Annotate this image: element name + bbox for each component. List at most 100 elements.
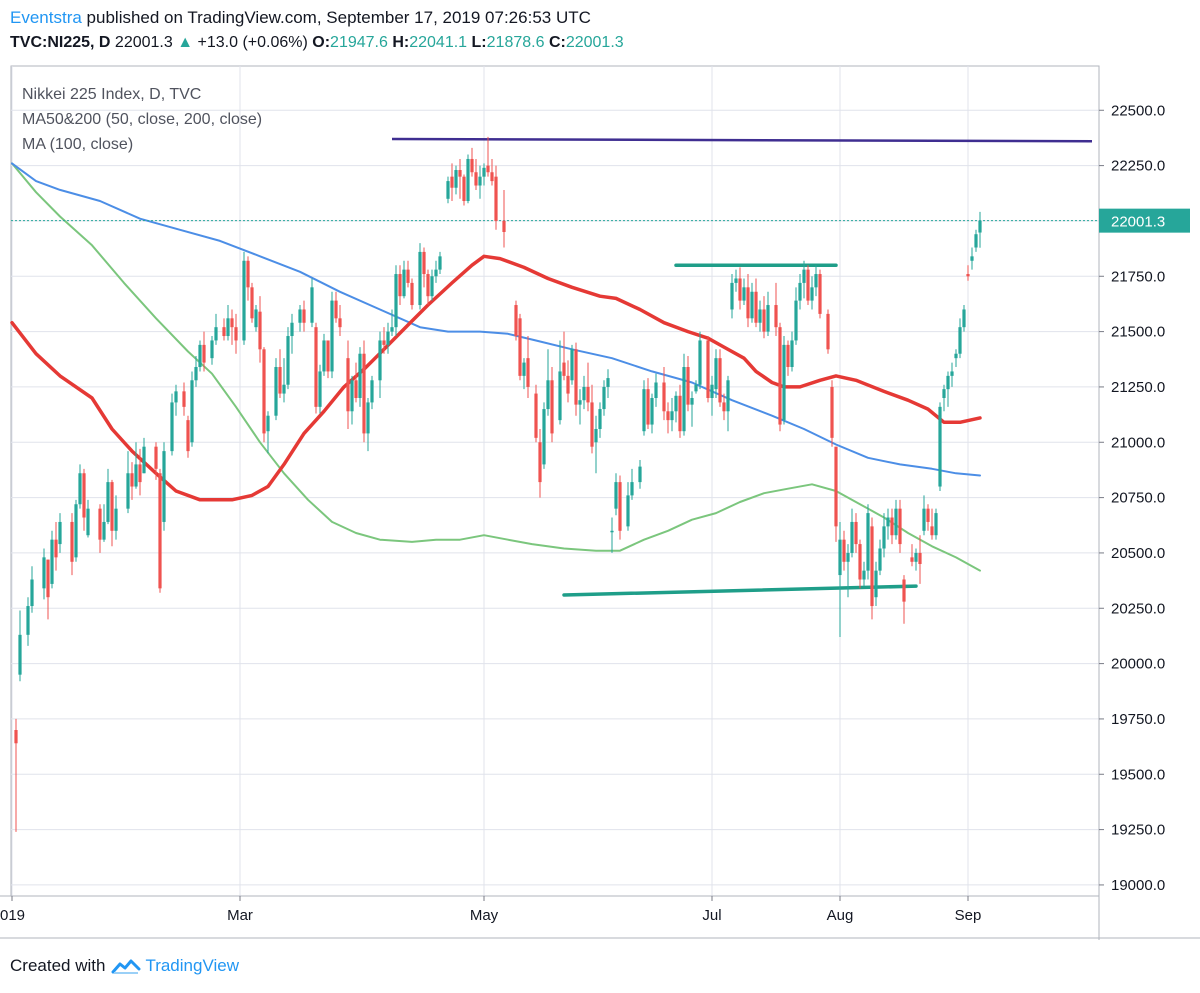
candle-body — [406, 269, 410, 283]
candle — [838, 521, 842, 638]
candle-body — [714, 358, 718, 390]
candle — [626, 482, 630, 531]
candle-body — [114, 508, 118, 531]
candle-body — [478, 176, 482, 186]
candle-body — [162, 451, 166, 522]
candle — [106, 468, 110, 525]
y-tick-label: 20500.0 — [1111, 545, 1165, 562]
low-label: L: — [471, 34, 487, 51]
tradingview-brand[interactable]: TradingView — [145, 956, 239, 975]
y-tick-label: 20000.0 — [1111, 656, 1165, 673]
candle — [378, 331, 382, 398]
candle-body — [786, 344, 790, 368]
candle — [598, 402, 602, 438]
candle-body — [686, 367, 690, 405]
candle-body — [746, 287, 750, 319]
candle — [58, 513, 62, 553]
candle — [650, 393, 654, 434]
y-tick-label: 21250.0 — [1111, 379, 1165, 396]
candle-body — [946, 375, 950, 390]
candle — [446, 176, 450, 204]
candle — [142, 437, 146, 474]
candle-body — [50, 539, 54, 584]
legend-ma50-200: MA50&200 (50, close, 200, close) — [22, 111, 262, 128]
candle-body — [454, 170, 458, 188]
candle — [630, 468, 634, 500]
candle-body — [910, 557, 914, 562]
candle — [398, 265, 402, 306]
candle — [134, 442, 138, 489]
ma100-series-line — [11, 162, 981, 477]
candle — [266, 411, 270, 454]
candle — [590, 384, 594, 454]
candle — [758, 300, 762, 332]
candle — [974, 229, 978, 252]
candle-body — [282, 384, 286, 394]
candle-body — [106, 482, 110, 522]
candle — [734, 269, 738, 292]
candle — [310, 278, 314, 328]
close-label: C: — [548, 34, 566, 51]
candle — [422, 247, 426, 288]
candle-body — [574, 349, 578, 405]
candle — [902, 575, 906, 624]
candle-body — [418, 251, 422, 306]
candle — [550, 367, 554, 443]
candle — [594, 415, 598, 474]
candle — [862, 561, 866, 587]
candle — [958, 318, 962, 359]
candle — [482, 163, 486, 186]
candle-body — [242, 260, 246, 341]
candle-body — [174, 391, 178, 403]
candle-body — [898, 508, 902, 545]
candle — [454, 165, 458, 195]
candle — [614, 473, 618, 516]
candle-body — [362, 353, 366, 434]
candle — [926, 504, 930, 531]
ma200-series-line — [10, 254, 982, 502]
candle-body — [446, 181, 450, 199]
candle-body — [654, 382, 658, 398]
author-link[interactable]: Eventstra — [10, 8, 82, 27]
candle — [314, 322, 318, 414]
candle-body — [962, 309, 966, 328]
y-tick-label: 19000.0 — [1111, 877, 1165, 894]
candle — [586, 362, 590, 412]
x-tick-label: Sep — [955, 907, 982, 924]
candle — [814, 265, 818, 297]
resistance-line — [391, 137, 1093, 143]
candle — [190, 371, 194, 447]
candle-body — [858, 544, 862, 580]
candle-body — [410, 282, 414, 306]
candle — [202, 331, 206, 372]
candle-body — [766, 305, 770, 332]
candle — [326, 340, 330, 379]
candle-body — [318, 371, 322, 407]
candle — [678, 384, 682, 438]
candle-body — [98, 508, 102, 540]
candle — [578, 389, 582, 425]
candle — [954, 349, 958, 368]
candle-body — [290, 322, 294, 337]
candle-body — [322, 340, 326, 372]
candle — [54, 521, 58, 571]
candle — [286, 327, 290, 390]
candle — [418, 243, 422, 310]
high-label: H: — [392, 34, 410, 51]
candle — [842, 530, 846, 571]
candle-body — [438, 256, 442, 270]
candle-body — [482, 167, 486, 177]
candle — [42, 548, 46, 600]
candle — [562, 331, 566, 381]
candle-body — [378, 340, 382, 381]
open-label: O: — [312, 34, 331, 51]
x-tick-label: 019 — [0, 907, 25, 924]
y-tick-label: 19250.0 — [1111, 822, 1165, 839]
candle — [274, 358, 278, 421]
candle-body — [958, 327, 962, 354]
candle-body — [486, 165, 490, 173]
candle-body — [266, 415, 270, 432]
candle — [610, 517, 614, 553]
candle — [682, 353, 686, 436]
